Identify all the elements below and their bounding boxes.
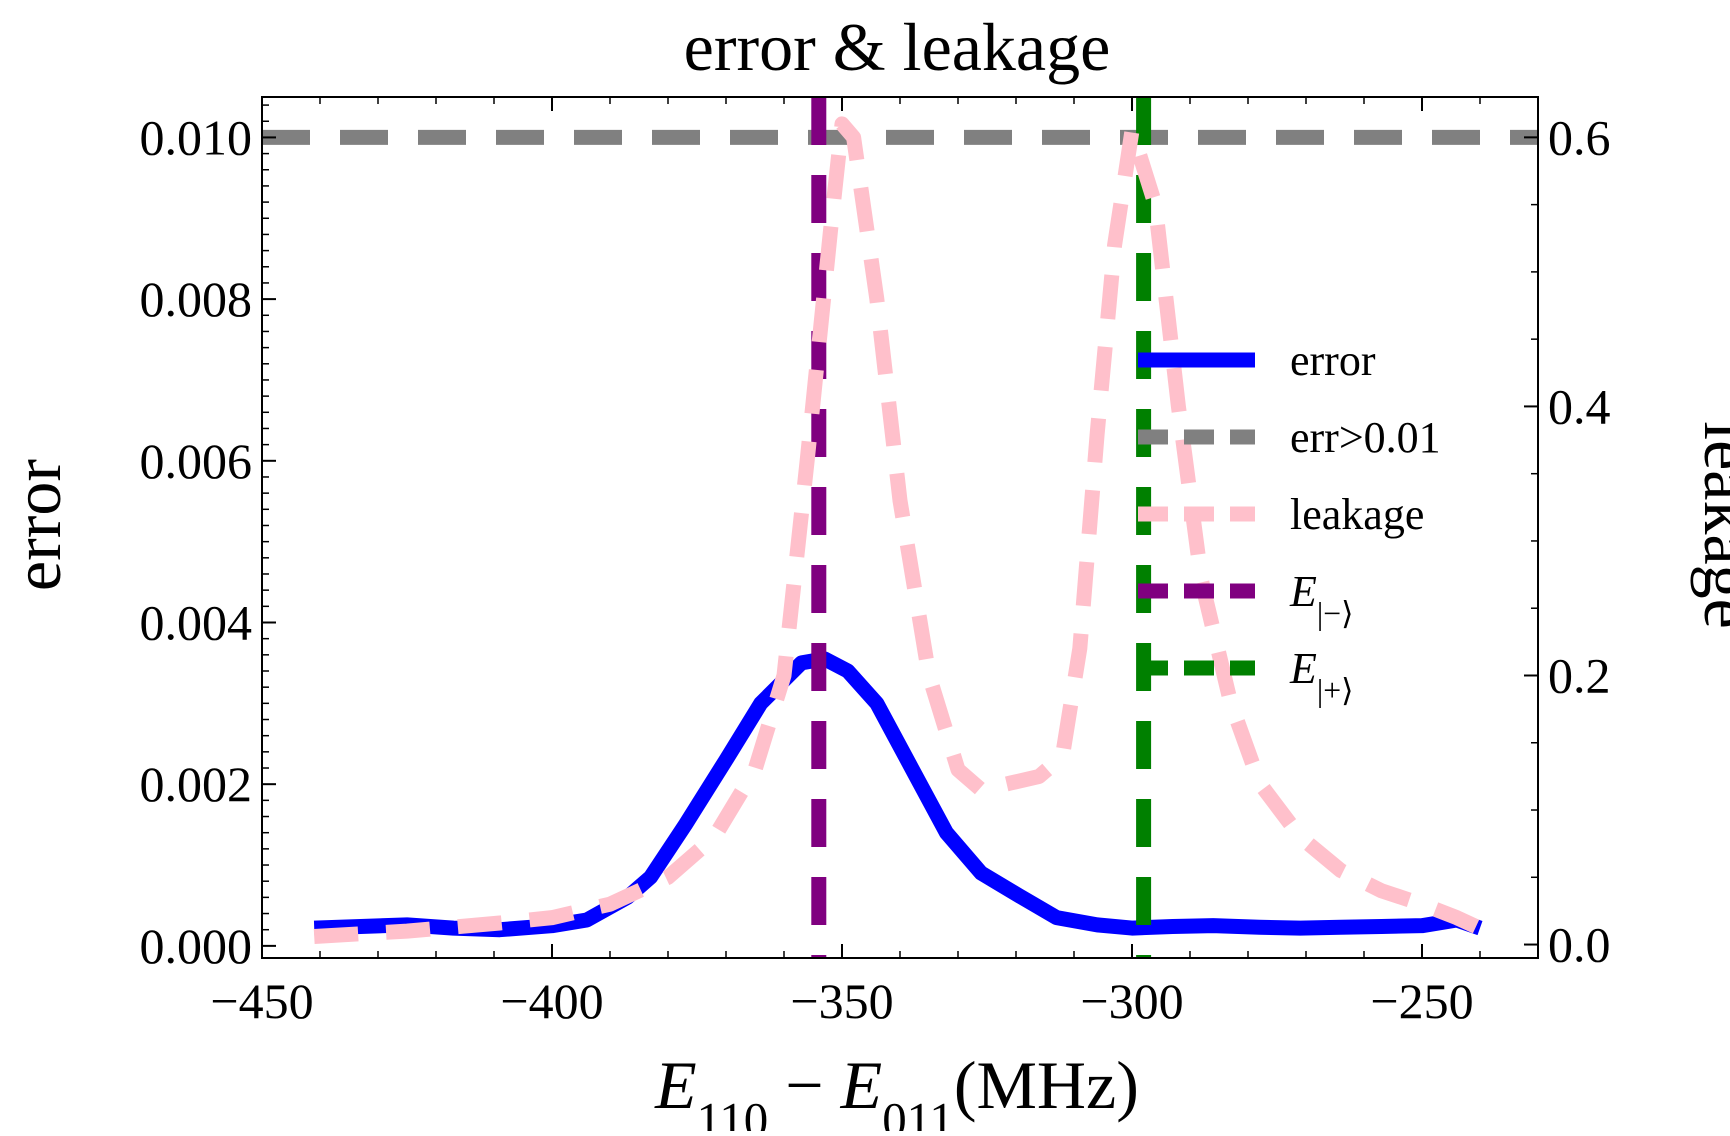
legend-label: err>0.01 bbox=[1290, 413, 1441, 462]
series-line-error bbox=[313, 651, 1483, 938]
chart-title: error & leakage bbox=[684, 9, 1111, 85]
x-tick-label: −250 bbox=[1370, 973, 1473, 1029]
y-tick-label-right: 0.4 bbox=[1548, 378, 1611, 434]
y-tick-label-left: 0.002 bbox=[140, 756, 253, 812]
x-tick-label: −450 bbox=[210, 973, 313, 1029]
y-axis-label-left: error bbox=[0, 459, 75, 591]
y-tick-label-left: 0.006 bbox=[140, 433, 253, 489]
legend-label: E|+⟩ bbox=[1289, 644, 1353, 708]
y-tick-label-right: 0.6 bbox=[1548, 109, 1611, 165]
legend-label: leakage bbox=[1290, 490, 1424, 539]
y-tick-label-left: 0.010 bbox=[140, 109, 253, 165]
ticks-layer: −450 −400 −350 −300 −250 0.000 0.002 0.004 0.006… bbox=[140, 96, 1611, 1029]
legend-label: E|−⟩ bbox=[1289, 567, 1353, 631]
y-tick-label-right: 0.2 bbox=[1548, 647, 1611, 703]
y-tick-label-right: 0.0 bbox=[1548, 917, 1611, 973]
y-tick-label-left: 0.004 bbox=[140, 594, 253, 650]
y-tick-label-left: 0.008 bbox=[140, 271, 253, 327]
x-tick-label: −400 bbox=[500, 973, 603, 1029]
legend: error err>0.01 leakage E|−⟩ E|+⟩ bbox=[1138, 336, 1441, 708]
legend-label: error bbox=[1290, 336, 1376, 385]
plot-area bbox=[262, 97, 1538, 958]
y-axis-label-right: leakage bbox=[1690, 421, 1730, 629]
series-line-leakage bbox=[313, 116, 1484, 944]
x-tick-label: −300 bbox=[1080, 973, 1183, 1029]
y-tick-label-left: 0.000 bbox=[140, 918, 253, 974]
x-axis-label: E110 − E011(MHz) bbox=[654, 1047, 1139, 1131]
x-tick-label: −350 bbox=[790, 973, 893, 1029]
